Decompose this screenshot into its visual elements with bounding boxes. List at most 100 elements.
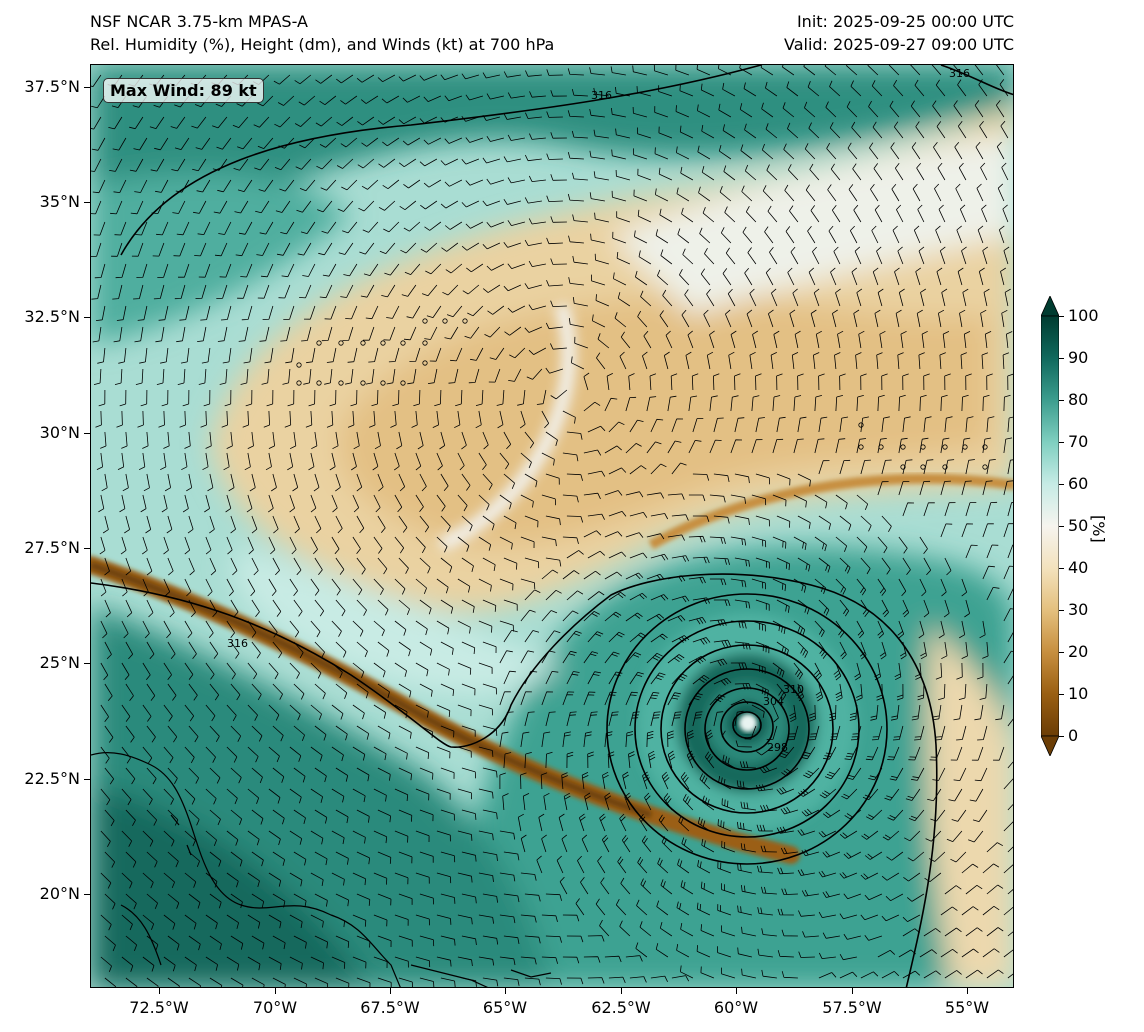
wind-barb xyxy=(835,288,841,307)
wind-barb xyxy=(297,242,312,256)
wind-barb xyxy=(704,751,715,769)
wind-barb xyxy=(587,751,594,769)
wind-barb xyxy=(396,431,403,450)
wind-barb xyxy=(237,284,249,299)
wind-barb xyxy=(524,283,543,289)
wind-barb xyxy=(321,221,337,234)
wind-barb xyxy=(158,305,169,321)
wind-barb xyxy=(335,599,346,617)
calm-wind-circle xyxy=(422,360,428,366)
wind-barb xyxy=(649,373,657,391)
calm-wind-circle xyxy=(942,464,948,470)
wind-barb xyxy=(756,746,774,756)
wind-barb xyxy=(507,263,526,269)
wind-barb xyxy=(797,557,811,572)
wind-barb xyxy=(932,704,942,721)
wind-barb xyxy=(697,145,711,160)
wind-barb xyxy=(767,205,778,223)
wind-barb xyxy=(156,221,169,236)
wind-barb xyxy=(656,900,669,916)
wind-barb xyxy=(201,347,211,364)
wind-barb xyxy=(528,218,546,225)
wind-barb xyxy=(957,121,967,139)
wind-barb xyxy=(822,891,840,898)
wind-barb xyxy=(908,809,925,822)
wind-barb xyxy=(173,242,186,257)
wind-barb xyxy=(251,893,265,908)
wind-barb xyxy=(606,373,613,391)
wind-barb xyxy=(982,905,1000,916)
wind-barb xyxy=(241,305,253,321)
wind-barb xyxy=(115,263,127,279)
wind-barb xyxy=(899,641,907,660)
wind-barb xyxy=(1003,608,1013,622)
wind-barb xyxy=(761,928,777,937)
wind-barb xyxy=(135,221,148,236)
wind-barb xyxy=(310,494,317,513)
wind-barb xyxy=(220,305,232,321)
colorbar-tick-mark xyxy=(1059,400,1064,402)
wind-barb xyxy=(755,373,762,391)
wind-barb xyxy=(604,571,623,580)
wind-barb xyxy=(995,100,1005,118)
wind-barb xyxy=(923,416,932,433)
wind-barb xyxy=(596,352,606,370)
wind-barb xyxy=(571,88,588,97)
wind-barb xyxy=(482,683,497,695)
wind-barb xyxy=(561,772,568,790)
wind-barb xyxy=(871,225,879,244)
wind-barb xyxy=(230,935,244,950)
wind-barb xyxy=(721,840,736,853)
calm-wind-circle xyxy=(422,340,428,346)
wind-barb xyxy=(818,830,837,838)
wind-barb xyxy=(293,935,307,949)
wind-barb xyxy=(877,949,896,958)
wind-barb xyxy=(824,65,837,76)
wind-barb xyxy=(815,683,823,702)
wind-barb xyxy=(356,725,370,740)
wind-barb xyxy=(790,246,799,265)
wind-barb xyxy=(436,452,443,471)
wind-barb xyxy=(697,104,711,118)
wind-barb xyxy=(478,914,494,924)
wind-barb xyxy=(739,65,753,76)
colorbar-tick-label: 80 xyxy=(1068,390,1089,409)
wind-barb xyxy=(629,671,644,685)
wind-barb xyxy=(134,326,144,343)
wind-barb xyxy=(589,150,605,160)
wind-barb xyxy=(667,440,682,454)
wind-barb xyxy=(251,515,258,534)
wind-barb xyxy=(727,288,736,307)
wind-barb xyxy=(155,326,165,343)
wind-barb xyxy=(499,830,516,840)
wind-barb xyxy=(584,792,591,811)
wind-barb xyxy=(976,662,984,680)
wind-barb xyxy=(868,100,879,118)
wind-barb xyxy=(146,599,154,618)
wind-barb xyxy=(928,851,946,862)
wind-barb xyxy=(546,280,563,287)
wind-barb xyxy=(289,830,303,845)
wind-barb xyxy=(378,200,396,211)
wind-barb xyxy=(356,473,363,492)
wind-barb xyxy=(953,65,963,76)
wind-barb xyxy=(611,149,626,160)
wind-barb xyxy=(520,578,536,590)
wind-barb xyxy=(755,641,770,654)
wind-barb xyxy=(709,536,726,545)
wind-barb xyxy=(776,599,790,613)
wind-barb xyxy=(335,473,341,492)
colorbar-tick-label: 40 xyxy=(1068,558,1089,577)
wind-barb xyxy=(133,137,148,151)
wind-barb xyxy=(1007,588,1013,601)
wind-barb xyxy=(356,557,366,575)
calm-wind-circle xyxy=(442,318,448,324)
wind-barb xyxy=(604,445,622,454)
wind-barb xyxy=(879,330,886,349)
wind-barb xyxy=(818,373,825,391)
wind-barb xyxy=(336,116,354,126)
wind-barb xyxy=(923,557,932,576)
wind-barb xyxy=(100,662,109,681)
wind-barb xyxy=(180,347,190,364)
wind-barb xyxy=(849,704,858,721)
